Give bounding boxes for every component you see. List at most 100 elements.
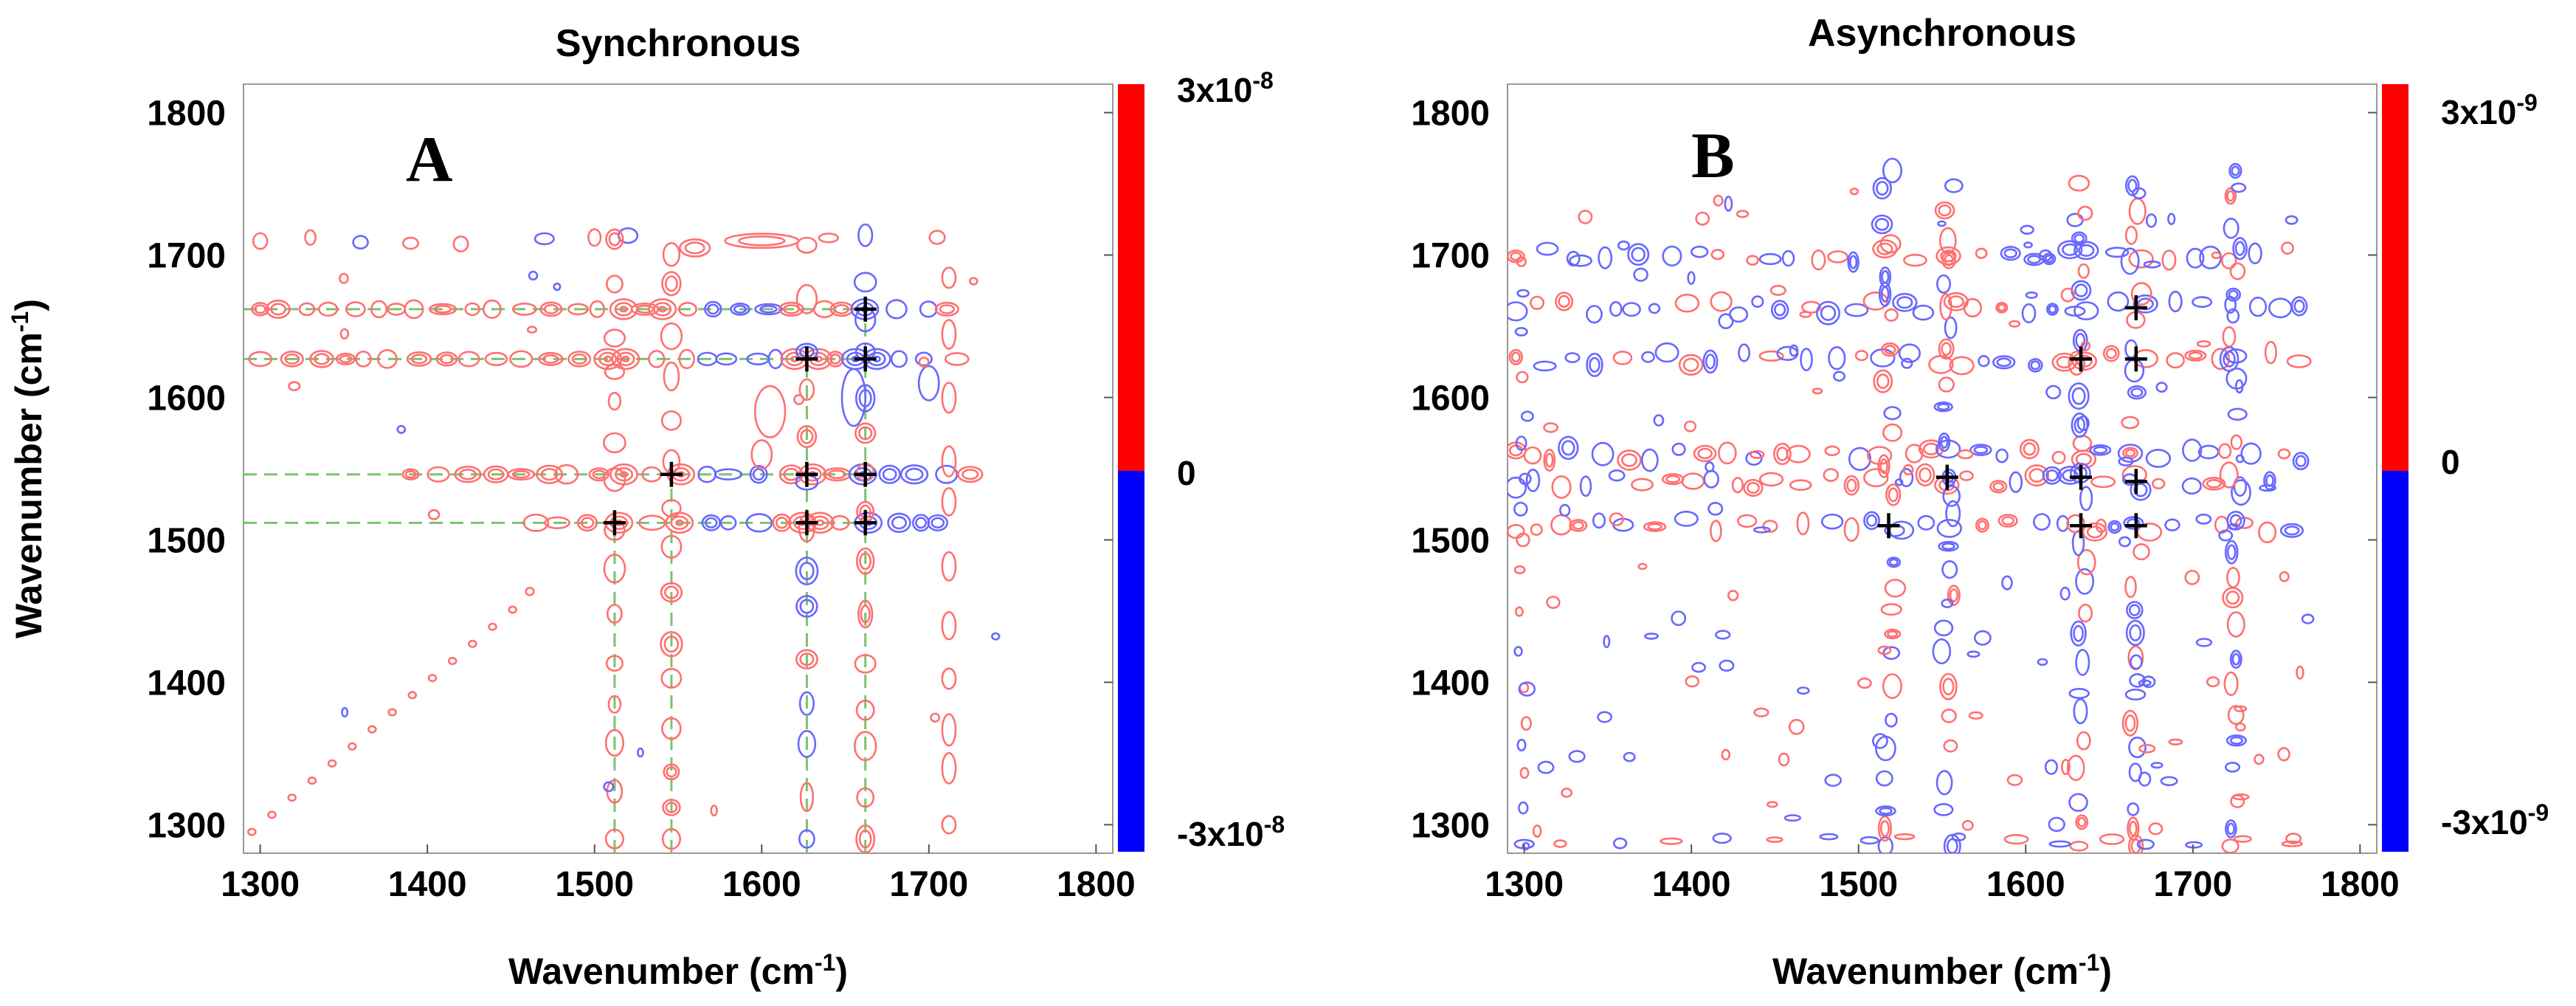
contour [2129,624,2142,641]
contour [797,730,817,758]
contour [719,514,737,531]
contour [2051,352,2077,372]
contour [1915,463,1936,487]
contour [1516,256,1527,267]
contour [1518,681,1536,697]
x-tick-label: 1800 [2321,865,2400,904]
contour [603,355,612,362]
contour [1880,342,1899,357]
contour [1682,357,1699,372]
contour [1598,246,1613,269]
contour [1899,468,1914,488]
contour [1938,338,1955,360]
contour [605,655,624,672]
contour [934,301,959,317]
contour [2224,187,2237,205]
contour [798,378,815,402]
contour [2068,382,2090,410]
contour [750,439,773,470]
contour [2223,217,2240,239]
contour [834,303,850,314]
contour [661,271,682,297]
contour [905,467,924,481]
contour [2064,306,2086,317]
contour [1702,349,1719,374]
contour [1513,501,1528,517]
contour [1781,249,1795,267]
contour [930,712,941,723]
contour [2077,205,2093,221]
contour [1936,770,1953,796]
contour [2074,283,2088,297]
contour [2248,242,2262,265]
contour [1936,274,1952,294]
contour [2227,705,2245,726]
contour [661,827,682,850]
contour [2044,254,2054,263]
contour [543,303,559,314]
contour [2225,819,2237,838]
contour [1516,371,1529,384]
contour [2281,241,2295,255]
contour [387,708,397,717]
contour [1543,448,1556,472]
contour [1654,342,1679,363]
contour [1746,255,1759,266]
cross-peak-marker [2124,513,2147,539]
cross-peak-marker [2124,295,2147,320]
contour [648,298,677,320]
contour [605,228,624,250]
contour [1758,350,1784,362]
contour [2046,303,2059,316]
contour [1751,295,1764,309]
contour [1633,267,1648,282]
contour [2226,611,2245,638]
contour [2229,514,2242,528]
contour [339,354,353,364]
contour [1894,478,1904,486]
contour [1513,646,1523,657]
contour [1731,477,1744,494]
contour [2233,835,2252,843]
cross-peak-marker [795,510,818,536]
x-tick-label: 1400 [388,865,467,904]
contour [1963,297,1983,318]
contour [607,695,622,714]
contour [314,353,330,365]
contour [1786,444,1811,464]
contour [1772,442,1792,466]
contour [1622,302,1641,317]
contour [663,635,680,653]
contour [1683,420,1697,433]
contour [1879,807,1893,815]
contour [1578,210,1593,224]
contour [608,232,621,247]
contour [2110,522,2120,532]
contour [793,394,805,405]
colorbar: 3x10-8 0 -3x10-8 [1118,67,1285,853]
contour [1678,354,1704,376]
contour [1938,540,1959,552]
contour [1520,716,1532,731]
contour [1886,557,1902,568]
contour [854,422,877,444]
y-tick-label: 1500 [1411,521,1490,560]
contour [961,469,979,480]
contour [1687,271,1696,286]
contour [1871,733,1888,749]
contour [2037,658,2048,666]
contour [525,587,535,596]
contour [2048,816,2065,833]
cross-peak-marker [1877,513,1900,539]
contour [439,354,455,365]
contour [1648,303,1661,314]
contour [619,306,628,313]
contour [2229,650,2242,669]
contour [1631,247,1646,262]
contour [427,466,450,483]
contour [1545,452,1554,468]
contour [2042,252,2057,266]
contour [539,301,563,317]
contour [607,391,622,411]
